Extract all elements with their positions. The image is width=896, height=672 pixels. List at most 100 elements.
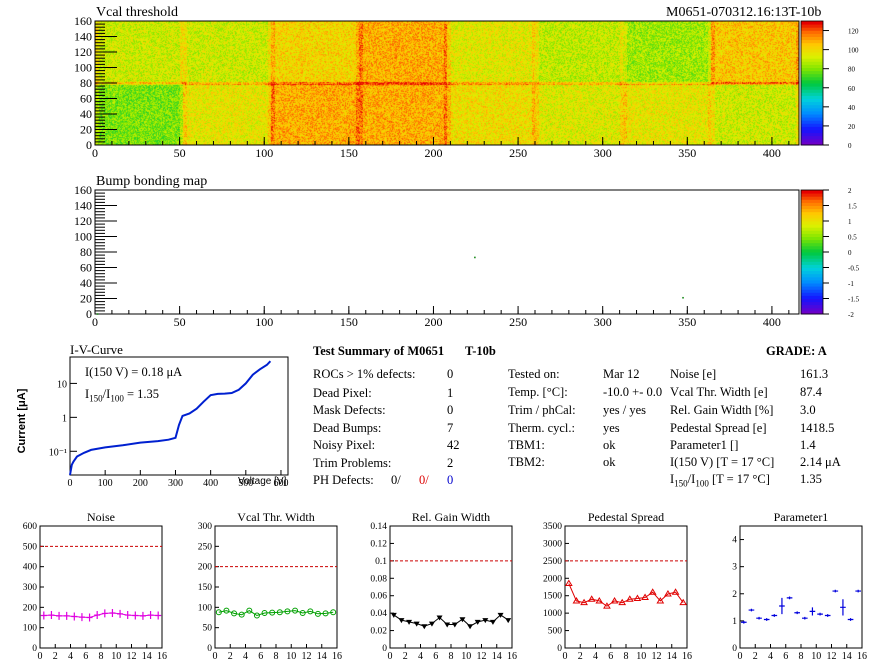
pedestal-ytick-label: 0 — [557, 644, 562, 654]
vcal-colorbar-cell — [801, 83, 823, 87]
vcal-width-point — [292, 607, 299, 614]
bump-ytick-label: 20 — [80, 292, 92, 306]
vcal-width-point — [299, 610, 306, 617]
vcal-width-xtick-label: 14 — [317, 651, 327, 662]
iv-frame — [69, 356, 289, 476]
bump-colorbar-cell — [801, 258, 823, 262]
parameter1-ytick-label: 0 — [732, 644, 737, 654]
vcal-xtick-label: 50 — [174, 146, 186, 160]
pedestal-xtick-label: 0 — [563, 651, 568, 662]
result-value: 2.14 μA — [800, 455, 841, 469]
bump-colorbar-cell — [801, 196, 823, 200]
bump-colorbar-cell — [801, 264, 823, 268]
gain-width-xtick-label: 12 — [477, 651, 487, 662]
noise-ytick-label: 100 — [23, 624, 38, 634]
vcal-colorbar-cell — [801, 42, 823, 47]
defect-label: Dead Pixel: — [313, 386, 372, 400]
vcal-xtick-label: 100 — [255, 146, 273, 160]
vcal-width-xtick-label: 6 — [258, 651, 263, 662]
gain-width-point — [474, 619, 481, 625]
bump-defect-point — [474, 256, 476, 259]
vcal-colorbar-cell — [801, 132, 823, 137]
pedestal-point — [587, 595, 596, 602]
pedestal-point — [664, 589, 672, 597]
parameter1-xtick-label: 14 — [842, 651, 852, 662]
iv-annot2: I150/I100 = 1.35 — [85, 387, 159, 404]
vcal-xtick-label: 350 — [678, 146, 696, 160]
bump-colorbar-cell — [801, 267, 823, 272]
parameter1-ytick-label: 4 — [732, 536, 737, 546]
pedestal-ytick-label: 3500 — [543, 522, 562, 532]
bump-colorbar-cell — [801, 221, 823, 225]
ratio-mid: /I — [687, 472, 696, 486]
vcal-width-xtick-label: 8 — [274, 651, 279, 662]
condition-value: yes / yes — [603, 403, 647, 417]
pedestal-ytick-label: 1500 — [543, 592, 562, 602]
gain-width-point — [459, 617, 466, 623]
parameter1-point — [832, 589, 839, 593]
pedestal-title: Pedestal Spread — [588, 510, 664, 524]
noise-point — [101, 609, 108, 618]
vcal-width-ytick-label: 50 — [203, 624, 213, 634]
result-label: Pedestal Spread [e] — [670, 421, 767, 435]
condition-label: Therm. cycl.: — [508, 421, 575, 435]
vcal-colorbar-cell — [801, 138, 823, 143]
parameter1-xtick-label: 12 — [827, 651, 837, 662]
bump-xtick-label: 300 — [594, 315, 612, 329]
module-id: M0651-070312.16:13T-10b — [666, 5, 822, 20]
pedestal-point — [633, 594, 642, 602]
iv-xtick-label: 0 — [68, 478, 73, 489]
iv-annot2-sub2: 100 — [110, 393, 124, 404]
pedestal-ytick-label: 2000 — [543, 574, 562, 584]
noise-series-line — [43, 612, 159, 619]
vcal-ztick-label: 40 — [848, 104, 856, 112]
vcal-width-point — [330, 609, 337, 616]
noise-ytick-label: 300 — [23, 583, 38, 593]
pedestal-xtick-label: 8 — [624, 651, 629, 662]
gain-width-xtick-label: 14 — [492, 651, 502, 662]
vcal-colorbar-cell — [801, 30, 823, 34]
parameter1-ytick-label: 1 — [732, 617, 737, 627]
vcal-width-xtick-label: 16 — [332, 651, 342, 662]
vcal-colorbar-cell — [801, 117, 823, 121]
parameter1-point — [786, 596, 793, 600]
pedestal-point — [625, 595, 634, 602]
vcal-width-point — [253, 612, 260, 619]
iv-annot2-pre: I — [85, 387, 90, 401]
bump-colorbar-cell — [801, 301, 823, 306]
result-label: Parameter1 [] — [670, 438, 739, 452]
vcal-colorbar-cell — [801, 48, 823, 53]
vcal-width-series-line — [218, 610, 334, 617]
noise-point — [71, 612, 78, 621]
gain-width-ytick-label: 0.1 — [375, 557, 387, 567]
parameter1-point — [748, 608, 755, 612]
defect-value: 0 — [447, 367, 454, 381]
pedestal-point — [618, 598, 627, 606]
gain-width-ytick-label: 0.14 — [370, 522, 387, 532]
vcal-colorbar-cell — [801, 67, 823, 72]
gain-width-point — [497, 612, 504, 618]
pedestal-point — [656, 596, 665, 604]
vcal-width-frame — [214, 525, 338, 649]
noise-title: Noise — [87, 510, 115, 524]
vcal-xtick-label: 250 — [509, 146, 527, 160]
vcal-colorbar-cell — [801, 24, 823, 28]
parameter1-point — [741, 620, 747, 624]
bump-defect-point — [682, 296, 684, 299]
defect-value: 0 — [447, 403, 454, 417]
parameter1-xtick-label: 4 — [768, 651, 773, 662]
bump-colorbar-cell — [801, 273, 823, 278]
noise-point — [56, 611, 63, 620]
vcal-width-ytick-label: 250 — [198, 542, 213, 552]
vcal-width-xtick-label: 0 — [213, 651, 218, 662]
bump-ztick-label: 1.5 — [848, 203, 857, 211]
noise-xtick-label: 6 — [83, 651, 88, 662]
bump-colorbar-cell — [801, 193, 823, 197]
pedestal-ytick-label: 2500 — [543, 557, 562, 567]
vcal-colorbar-cell — [801, 70, 823, 75]
bump-map-panel: Bump bonding map 0 50 100 150 200 250 300 350 40… — [0, 172, 896, 332]
vcal-width-point — [238, 611, 245, 618]
pedestal-point — [641, 593, 649, 600]
parameter1-xtick-label: 16 — [857, 651, 867, 662]
